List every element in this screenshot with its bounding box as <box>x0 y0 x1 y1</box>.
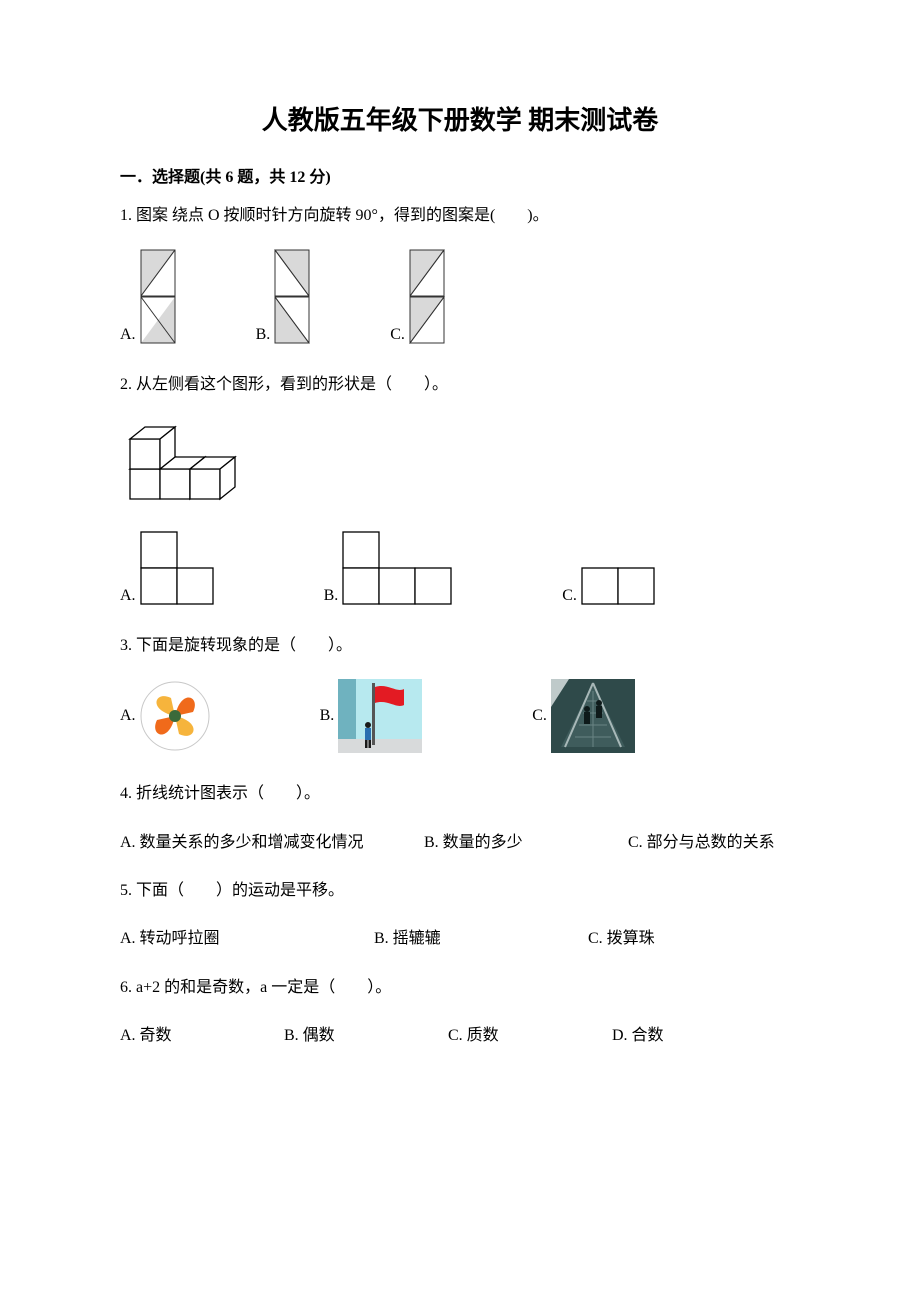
page-title: 人教版五年级下册数学 期末测试卷 <box>120 100 800 137</box>
q4-option-a[interactable]: A. 数量关系的多少和增减变化情况 <box>120 828 420 858</box>
q2-c-label: C. <box>562 587 577 605</box>
q1-b-label: B. <box>256 326 271 344</box>
q3-figure-a-fan-icon <box>140 681 210 751</box>
q3-figure-c-escalator-icon <box>551 679 635 753</box>
q6-options: A. 奇数 B. 偶数 C. 质数 D. 合数 <box>120 1021 800 1051</box>
q4-options: A. 数量关系的多少和增减变化情况 B. 数量的多少 C. 部分与总数的关系 <box>120 828 800 858</box>
q1-figure-b <box>274 249 310 344</box>
q2-option-b[interactable]: B. <box>324 531 453 605</box>
q6-text: 6. a+2 的和是奇数，a 一定是（ ）。 <box>120 973 800 1003</box>
q4-option-b[interactable]: B. 数量的多少 <box>424 828 624 858</box>
q1-figure-a <box>140 249 176 344</box>
q2-text: 2. 从左侧看这个图形，看到的形状是（ ）。 <box>120 370 800 400</box>
q2-figure-a <box>140 531 214 605</box>
q5-option-b[interactable]: B. 摇辘辘 <box>374 924 584 954</box>
q3-b-label: B. <box>320 707 335 725</box>
q3-option-c[interactable]: C. <box>532 679 635 753</box>
page: 人教版五年级下册数学 期末测试卷 一．选择题(共 6 题，共 12 分) 1. … <box>0 0 920 1302</box>
q1-option-b[interactable]: B. <box>256 249 311 344</box>
q5-options: A. 转动呼拉圈 B. 摇辘辘 C. 拨算珠 <box>120 924 800 954</box>
q5-option-a[interactable]: A. 转动呼拉圈 <box>120 924 370 954</box>
q6-option-a[interactable]: A. 奇数 <box>120 1021 280 1051</box>
q4-text: 4. 折线统计图表示（ ）。 <box>120 779 800 809</box>
q2-figure-b <box>342 531 452 605</box>
q6-option-d[interactable]: D. 合数 <box>612 1021 664 1051</box>
q1-c-label: C. <box>390 326 405 344</box>
q2-a-label: A. <box>120 587 136 605</box>
q2-option-c[interactable]: C. <box>562 567 655 605</box>
q6-option-c[interactable]: C. 质数 <box>448 1021 608 1051</box>
q4-option-c[interactable]: C. 部分与总数的关系 <box>628 828 775 858</box>
q3-a-label: A. <box>120 707 136 725</box>
q3-figure-b-flag-icon <box>338 679 422 753</box>
q1-options: A. B. <box>120 249 800 344</box>
q1-figure-c <box>409 249 445 344</box>
section-header: 一．选择题(共 6 题，共 12 分) <box>120 163 800 187</box>
q2-option-a[interactable]: A. <box>120 531 214 605</box>
q1-text: 1. 图案 绕点 O 按顺时针方向旋转 90°，得到的图案是( )。 <box>120 201 800 231</box>
q2-b-label: B. <box>324 587 339 605</box>
q5-text: 5. 下面（ ）的运动是平移。 <box>120 876 800 906</box>
q6-option-b[interactable]: B. 偶数 <box>284 1021 444 1051</box>
q3-c-label: C. <box>532 707 547 725</box>
q3-option-b[interactable]: B. <box>320 679 423 753</box>
q3-options: A. B. <box>120 679 800 753</box>
q1-a-label: A. <box>120 326 136 344</box>
q3-text: 3. 下面是旋转现象的是（ ）。 <box>120 631 800 661</box>
q3-option-a[interactable]: A. <box>120 681 210 751</box>
q5-option-c[interactable]: C. 拨算珠 <box>588 924 655 954</box>
q1-option-c[interactable]: C. <box>390 249 445 344</box>
q2-figure-c <box>581 567 655 605</box>
q2-options: A. B. C. <box>120 531 800 605</box>
q1-option-a[interactable]: A. <box>120 249 176 344</box>
q2-main-figure <box>120 419 800 501</box>
